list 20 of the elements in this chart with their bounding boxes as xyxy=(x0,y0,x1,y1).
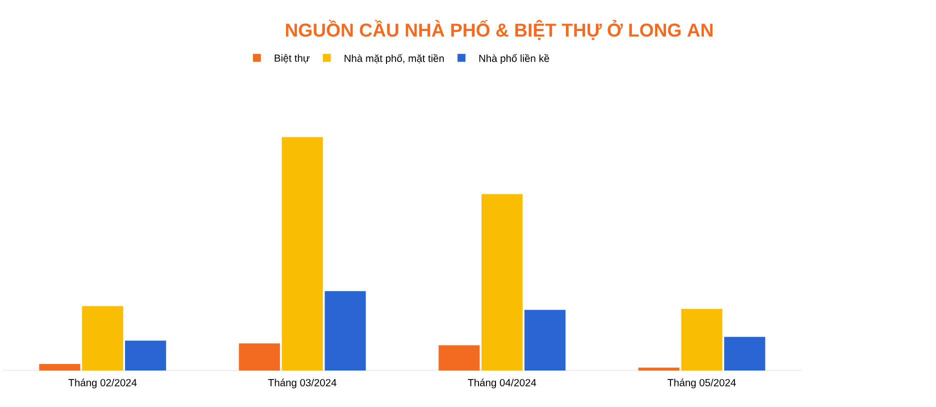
bar xyxy=(324,291,366,371)
x-tick-label: Tháng 04/2024 xyxy=(468,378,536,388)
legend-label: Nhà mặt phố, mặt tiền xyxy=(344,54,444,64)
bar xyxy=(125,340,166,371)
bar xyxy=(438,345,480,371)
x-tick-label: Tháng 03/2024 xyxy=(268,378,336,388)
chart-title: NGUỒN CẦU NHÀ PHỐ & BIỆT THỰ Ở LONG AN xyxy=(286,20,712,40)
bar xyxy=(238,343,280,371)
legend-label: Nhà phố liền kề xyxy=(479,54,550,64)
bar xyxy=(524,310,566,371)
bar xyxy=(39,364,80,371)
bar xyxy=(638,368,680,371)
legend-label: Biệt thự xyxy=(274,54,310,64)
bar xyxy=(282,137,323,371)
x-tick-label: Tháng 05/2024 xyxy=(668,378,736,388)
bar xyxy=(681,308,722,371)
x-tick-label: Tháng 02/2024 xyxy=(68,378,137,388)
bar xyxy=(724,336,766,371)
bar xyxy=(82,306,124,371)
bar xyxy=(482,194,523,371)
